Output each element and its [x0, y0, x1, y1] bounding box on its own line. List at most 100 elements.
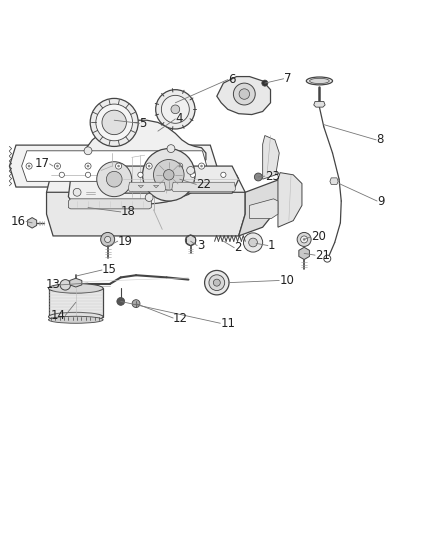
- Text: 9: 9: [377, 195, 385, 207]
- Polygon shape: [330, 178, 338, 184]
- Polygon shape: [153, 185, 159, 188]
- Text: 6: 6: [228, 73, 235, 86]
- Circle shape: [161, 95, 189, 123]
- Text: 11: 11: [220, 317, 235, 330]
- Text: 23: 23: [265, 169, 280, 183]
- Circle shape: [117, 165, 120, 167]
- Circle shape: [116, 163, 122, 169]
- Text: 7: 7: [284, 72, 291, 85]
- Text: 22: 22: [196, 178, 211, 191]
- Circle shape: [59, 172, 64, 177]
- Circle shape: [209, 275, 225, 290]
- Circle shape: [198, 163, 205, 169]
- Circle shape: [171, 105, 180, 114]
- Text: 3: 3: [197, 239, 205, 252]
- Circle shape: [163, 169, 174, 180]
- Circle shape: [249, 238, 258, 247]
- Circle shape: [221, 172, 226, 177]
- Text: 17: 17: [35, 157, 49, 171]
- Text: 19: 19: [118, 235, 133, 248]
- Circle shape: [190, 172, 195, 177]
- Polygon shape: [239, 179, 280, 236]
- Circle shape: [73, 188, 81, 196]
- Circle shape: [96, 104, 133, 141]
- Circle shape: [262, 80, 268, 86]
- Polygon shape: [70, 278, 82, 287]
- Text: 12: 12: [173, 311, 188, 325]
- Text: 20: 20: [311, 230, 325, 243]
- Circle shape: [177, 163, 183, 169]
- Polygon shape: [172, 182, 236, 191]
- Circle shape: [164, 172, 169, 177]
- Polygon shape: [28, 217, 37, 228]
- Circle shape: [187, 166, 194, 174]
- Circle shape: [153, 159, 184, 190]
- Circle shape: [106, 171, 122, 187]
- Circle shape: [138, 172, 143, 177]
- Circle shape: [297, 232, 311, 246]
- Text: 1: 1: [268, 239, 276, 252]
- Circle shape: [26, 163, 32, 169]
- Circle shape: [239, 89, 250, 99]
- Circle shape: [84, 147, 92, 155]
- Polygon shape: [68, 199, 151, 209]
- Text: 13: 13: [46, 278, 61, 292]
- Polygon shape: [299, 247, 309, 260]
- Text: 21: 21: [315, 249, 330, 262]
- Text: 10: 10: [279, 274, 294, 287]
- Polygon shape: [138, 185, 144, 188]
- Polygon shape: [250, 199, 278, 219]
- Circle shape: [143, 149, 195, 201]
- Circle shape: [200, 165, 203, 167]
- Polygon shape: [46, 175, 245, 210]
- Circle shape: [105, 236, 111, 243]
- Polygon shape: [263, 135, 279, 179]
- Polygon shape: [49, 288, 103, 317]
- Circle shape: [324, 255, 331, 262]
- Circle shape: [303, 238, 305, 241]
- Circle shape: [155, 90, 195, 129]
- Circle shape: [28, 165, 30, 167]
- Circle shape: [101, 232, 115, 246]
- Circle shape: [102, 110, 127, 135]
- Circle shape: [254, 173, 262, 181]
- Circle shape: [205, 270, 229, 295]
- Text: 15: 15: [102, 263, 117, 277]
- Ellipse shape: [49, 316, 103, 323]
- Circle shape: [300, 236, 307, 243]
- Circle shape: [185, 235, 196, 246]
- Polygon shape: [128, 182, 166, 191]
- Circle shape: [148, 165, 150, 167]
- Circle shape: [145, 193, 153, 201]
- Text: 16: 16: [11, 215, 26, 228]
- Polygon shape: [46, 192, 245, 236]
- Text: 5: 5: [140, 117, 147, 130]
- Text: 4: 4: [175, 112, 183, 125]
- Circle shape: [85, 172, 91, 177]
- Circle shape: [56, 165, 59, 167]
- Polygon shape: [217, 77, 271, 115]
- Circle shape: [233, 83, 255, 105]
- Circle shape: [85, 163, 91, 169]
- Ellipse shape: [49, 312, 103, 321]
- Circle shape: [87, 165, 89, 167]
- Ellipse shape: [310, 78, 329, 84]
- Text: 14: 14: [50, 309, 65, 322]
- Polygon shape: [119, 166, 239, 193]
- Circle shape: [167, 144, 175, 152]
- Polygon shape: [10, 145, 217, 187]
- Circle shape: [213, 279, 220, 286]
- Circle shape: [132, 300, 140, 308]
- Circle shape: [112, 172, 117, 177]
- Circle shape: [244, 233, 263, 252]
- Polygon shape: [278, 173, 302, 227]
- Polygon shape: [68, 120, 206, 205]
- Text: 2: 2: [234, 241, 242, 254]
- Text: 18: 18: [121, 205, 136, 219]
- Circle shape: [178, 165, 181, 167]
- Circle shape: [117, 297, 125, 305]
- Ellipse shape: [306, 77, 332, 85]
- Text: 8: 8: [376, 133, 384, 147]
- Ellipse shape: [49, 284, 103, 293]
- Polygon shape: [21, 151, 207, 181]
